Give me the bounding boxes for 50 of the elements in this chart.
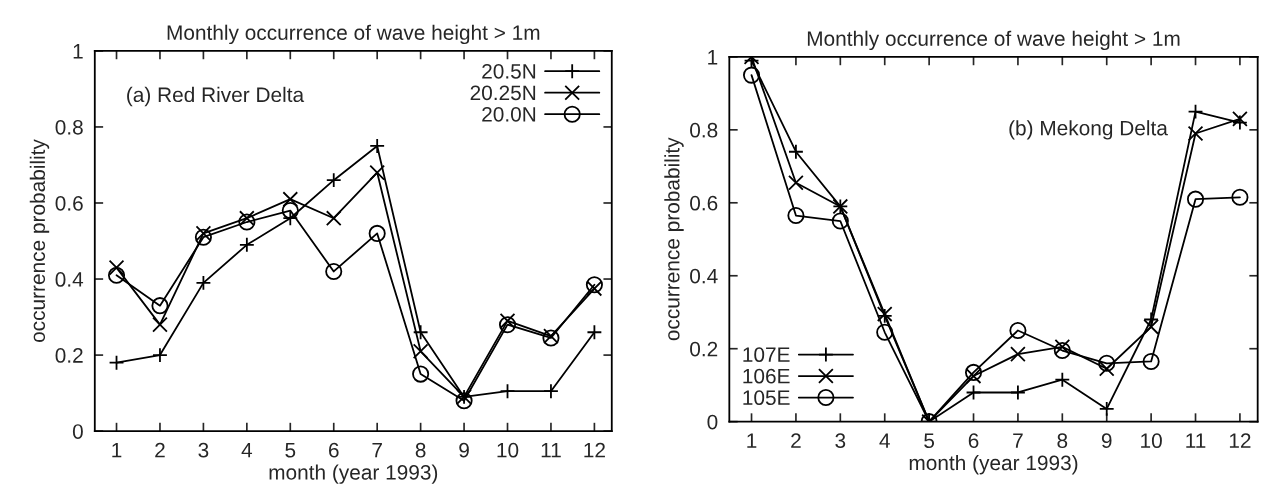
legend-label: 106E bbox=[743, 368, 790, 384]
x-tick-label: 8 bbox=[1057, 433, 1068, 449]
x-tick-label: 6 bbox=[968, 433, 979, 449]
y-tick-label: 0.8 bbox=[690, 122, 718, 138]
legend-label: 107E bbox=[743, 347, 790, 363]
x-tick-label: 11 bbox=[1186, 433, 1206, 448]
x-tick-label: 4 bbox=[241, 443, 253, 458]
x-tick-label: 7 bbox=[1013, 433, 1023, 448]
x-tick-label: 11 bbox=[541, 443, 561, 458]
x-tick-label: 9 bbox=[1101, 433, 1112, 449]
x-axis-title: month (year 1993) bbox=[269, 464, 438, 484]
y-tick-label: 0.4 bbox=[55, 272, 84, 287]
x-tick-label: 5 bbox=[285, 443, 296, 458]
y-tick-label: 0.6 bbox=[55, 195, 83, 211]
legend-label: 20.25N bbox=[470, 85, 536, 101]
y-tick-label: 0.6 bbox=[690, 195, 718, 211]
y-tick-label: 0 bbox=[72, 424, 83, 439]
y-tick-label: 0.8 bbox=[55, 119, 83, 135]
x-tick-label: 3 bbox=[835, 433, 846, 449]
annotation: (b) Mekong Delta bbox=[1009, 120, 1168, 140]
legend-label: 20.5N bbox=[482, 63, 536, 79]
annotation: (a) Red River Delta bbox=[127, 86, 305, 107]
y-axis-title: occurrence probability bbox=[664, 137, 684, 341]
x-tick-label: 12 bbox=[1229, 433, 1251, 448]
x-tick-label: 2 bbox=[155, 442, 165, 458]
y-tick-label: 0.4 bbox=[690, 268, 718, 284]
legend-label: 20.0N bbox=[482, 106, 536, 122]
legend-label: 105E bbox=[743, 390, 790, 406]
x-axis-title: month (year 1993) bbox=[909, 454, 1078, 475]
x-tick-label: 5 bbox=[924, 433, 935, 449]
x-tick-label: 9 bbox=[459, 442, 469, 458]
y-tick-label: 1 bbox=[708, 50, 718, 65]
chart-title: Monthly occurrence of wave height > 1m bbox=[807, 30, 1180, 51]
x-tick-label: 4 bbox=[879, 433, 890, 448]
y-tick-label: 0.2 bbox=[690, 341, 718, 357]
x-tick-label: 6 bbox=[329, 442, 339, 458]
x-tick-label: 10 bbox=[497, 442, 519, 458]
y-axis-title: occurrence probability bbox=[29, 139, 50, 343]
x-tick-label: 3 bbox=[198, 442, 209, 458]
x-tick-label: 1 bbox=[112, 443, 122, 458]
x-tick-label: 7 bbox=[372, 443, 382, 458]
y-tick-label: 1 bbox=[73, 44, 83, 59]
x-tick-label: 12 bbox=[584, 442, 605, 458]
x-tick-label: 8 bbox=[415, 442, 426, 458]
x-tick-label: 1 bbox=[747, 433, 757, 448]
chart-title: Monthly occurrence of wave height > 1m bbox=[167, 24, 540, 45]
y-tick-label: 0 bbox=[707, 414, 718, 430]
x-tick-label: 10 bbox=[1141, 433, 1162, 449]
x-tick-label: 2 bbox=[791, 433, 801, 448]
y-tick-label: 0.2 bbox=[55, 348, 83, 363]
